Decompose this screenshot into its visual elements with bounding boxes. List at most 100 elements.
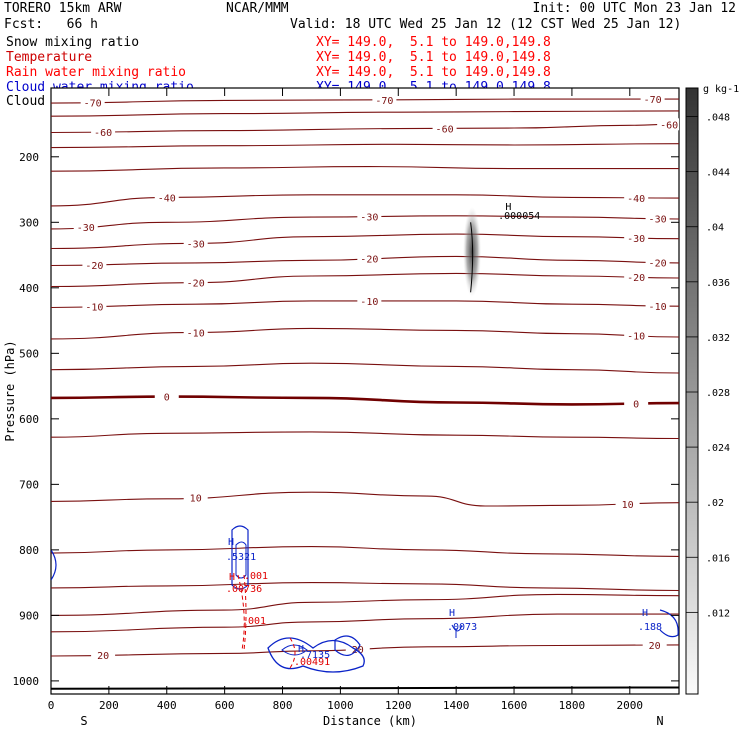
isotherm-label-bg — [640, 93, 665, 106]
isotherm-label-bg — [183, 326, 208, 339]
isotherm-line — [51, 582, 679, 592]
rain-water-label: .001 — [242, 616, 266, 627]
cloud-water-contour — [267, 637, 365, 673]
isotherm-line — [51, 123, 679, 134]
x-tick-label: 2000 — [617, 699, 644, 712]
y-tick-label: 200 — [19, 151, 39, 164]
isotherm-line — [51, 491, 679, 507]
colorbar-tick-label: .036 — [706, 278, 730, 289]
isotherm-line — [51, 110, 679, 117]
isotherm-line — [51, 431, 679, 440]
y-axis-label: Pressure (hPa) — [3, 340, 17, 441]
isotherm-label: -30 — [360, 213, 378, 224]
isotherm-line — [51, 327, 679, 340]
isotherm-line — [51, 272, 679, 288]
colorbar-tick-label: .028 — [706, 388, 730, 399]
plot-frame — [50, 87, 680, 695]
isotherm-label: -40 — [158, 193, 176, 204]
isotherm-label-bg — [657, 118, 679, 131]
y-tick-label: 400 — [19, 282, 39, 295]
cloud-max-h: H — [642, 608, 648, 619]
isotherm-label-bg — [645, 212, 670, 225]
isotherm-label-bg — [183, 237, 208, 250]
isotherm-label: -20 — [360, 255, 378, 266]
isotherm-label-bg — [645, 299, 670, 312]
snow-max-h: H — [505, 202, 511, 213]
colorbar — [685, 87, 699, 695]
cloud-water-label: .7135 — [300, 650, 330, 661]
isotherm-label: 10 — [622, 500, 634, 511]
colorbar-tick-label: .02 — [706, 498, 724, 509]
cloud-max-h: H — [298, 644, 304, 655]
isotherm-line — [51, 233, 679, 250]
colorbar-tick-label: .048 — [706, 113, 730, 124]
field-name: Temperature — [6, 50, 93, 65]
isotherm-label: -70 — [375, 96, 393, 107]
rain-water-label: .001 — [244, 571, 268, 582]
isotherm-label-bg — [82, 300, 107, 313]
y-tick-label: 700 — [19, 478, 39, 491]
isotherm-line — [51, 166, 679, 172]
field-section-range: XY= 149.0, 5.1 to 149.0,149.8 — [316, 50, 551, 65]
x-tick-label: 400 — [157, 699, 177, 712]
cloud-water-contour — [334, 635, 361, 656]
fcst-label: Fcst: 66 h — [4, 17, 98, 32]
isotherm-label: -60 — [660, 120, 678, 131]
rain-water-contour — [237, 574, 247, 651]
isotherm-line — [51, 362, 679, 374]
colorbar-tick-label: .044 — [706, 168, 730, 179]
isotherm-label: -20 — [85, 261, 103, 272]
snow-shade — [463, 206, 482, 297]
isotherm-label-bg — [624, 231, 649, 244]
cloud-water-contour — [231, 525, 249, 590]
isotherm-line — [51, 546, 679, 557]
isotherm-label: -70 — [644, 95, 662, 106]
y-tick-label: 300 — [19, 216, 39, 229]
isotherm-label: -40 — [627, 194, 645, 205]
colorbar-tick-label: .032 — [706, 333, 730, 344]
y-tick-label: 1000 — [13, 675, 40, 688]
isotherm-label: -10 — [187, 328, 205, 339]
isotherm-label: 20 — [97, 651, 109, 662]
isotherm-label-bg — [357, 294, 382, 307]
isotherm-label-bg — [154, 390, 179, 403]
x-axis-label: Distance (km) — [323, 714, 417, 728]
isotherm-label-bg — [624, 191, 649, 204]
y-tick-label: 500 — [19, 347, 39, 360]
isotherm-label-bg — [154, 191, 179, 204]
field-section-range: XY= 149.0, 5.1 to 149.0,149.8 — [316, 35, 551, 50]
isotherm-label: 0 — [164, 393, 170, 404]
colorbar-tick-label: .04 — [706, 223, 724, 234]
isotherm-label: -10 — [360, 297, 378, 308]
x-tick-label: 200 — [99, 699, 119, 712]
snow-max-label: .000054 — [498, 211, 540, 222]
colorbar-tick-label: .016 — [706, 553, 730, 564]
isotherm-label: -60 — [94, 128, 112, 139]
rain-water-label: .00736 — [226, 584, 262, 595]
isotherm-label-bg — [91, 649, 116, 662]
isotherm-line — [51, 613, 679, 633]
isotherm-label-bg — [73, 220, 98, 233]
x-tick-label: 1600 — [501, 699, 528, 712]
x-tick-label: 1400 — [443, 699, 470, 712]
y-tick-label: 600 — [19, 413, 39, 426]
rain-water-contour — [289, 637, 296, 669]
isotherm-label: -20 — [187, 279, 205, 290]
cloud-water-contour — [51, 549, 57, 581]
x-tick-label: 1000 — [327, 699, 354, 712]
isotherm-label-bg — [357, 252, 382, 265]
isotherm-label-bg — [615, 497, 640, 510]
isotherm-label: -20 — [649, 258, 667, 269]
x-tick-label: 600 — [215, 699, 235, 712]
x-tick-label: 800 — [273, 699, 293, 712]
isotherm-line — [51, 143, 679, 149]
field-name: Rain water mixing ratio — [6, 65, 187, 80]
cloud-water-label: .188 — [638, 622, 662, 633]
y-tick-label: 800 — [19, 544, 39, 557]
cloud-water-contour — [451, 624, 463, 638]
colorbar-units: g kg-1 — [703, 84, 739, 95]
isotherm-label-bg — [372, 93, 397, 106]
isotherm-label-bg — [624, 397, 649, 410]
rain-water-label: .00491 — [294, 657, 330, 668]
snow-contour — [470, 222, 474, 293]
